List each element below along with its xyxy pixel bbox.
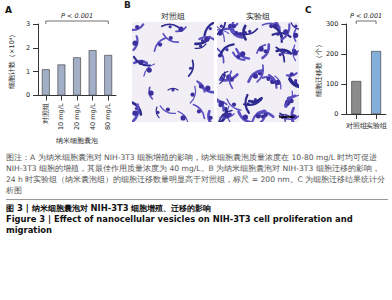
svg-text:3: 3 [26,20,30,28]
svg-text:C: C [305,5,312,15]
html-text:图注：A 为纳米细胞囊泡对 NIH-3T3 细胞增殖的影响，: 图注：A 为纳米细胞囊泡对 NIH-3T3 细胞增殖的影响，纳米细胞囊泡质量浓度… [6,153,386,195]
html-text:图 3 | 纳米细胞囊泡对 NIH-3T3 细胞增殖、迁移的: 图 3 | 纳米细胞囊泡对 NIH-3T3 细胞增殖、迁移的影响 [6,203,212,213]
svg-text:细胞计数（×10⁴）: 细胞计数（×10⁴） [8,31,16,89]
svg-text:细胞迁移数（个）: 细胞迁移数（个） [315,41,323,97]
html-text:实验组: 实验组 [246,12,270,21]
svg-text:80 mg/L: 80 mg/L [104,103,112,130]
svg-text:P < 0.001: P < 0.001 [61,12,93,20]
svg-text:300: 300 [326,20,338,28]
svg-text:A: A [5,5,12,15]
svg-text:纳米细胞囊泡: 纳米细胞囊泡 [56,137,98,145]
svg-text:0: 0 [26,91,30,99]
svg-text:实验组: 实验组 [366,122,387,130]
svg-text:20 mg/L: 20 mg/L [73,103,81,130]
svg-text:100: 100 [326,80,338,88]
svg-text:200: 200 [326,50,338,58]
html-text:Figure 3 | Effect of nanocellu: Figure 3 | Effect of nanocellular vesicl… [6,214,353,235]
svg-text:1: 1 [26,68,30,76]
svg-text:P < 0.001: P < 0.001 [350,12,382,20]
svg-text:2: 2 [26,44,30,52]
svg-text:40 mg/L: 40 mg/L [89,103,97,130]
svg-text:0: 0 [334,110,338,118]
svg-text:对照组: 对照组 [42,103,50,124]
svg-text:对照组: 对照组 [346,122,367,130]
svg-text:10 mg/L: 10 mg/L [57,103,65,130]
html-text:B: B [124,0,131,10]
html-text:对照组: 对照组 [161,12,185,21]
